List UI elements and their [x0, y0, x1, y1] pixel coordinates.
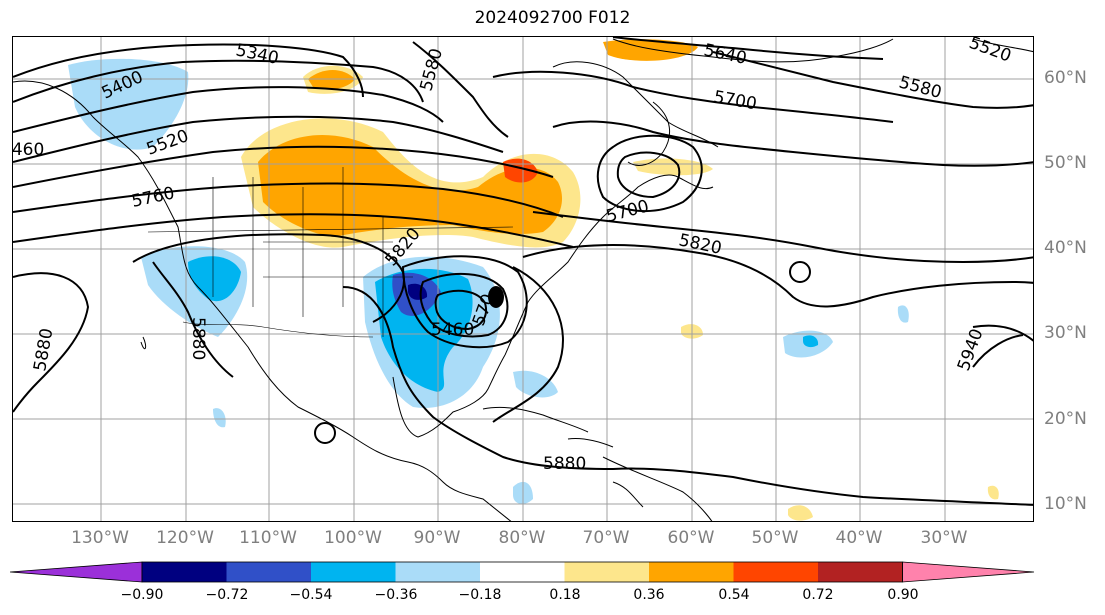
lon-label-100w: 100°W [324, 528, 382, 548]
low-center-marker [488, 286, 504, 308]
colorbar-tick-label: 0.18 [549, 587, 581, 603]
contour-label: 5580 [417, 46, 448, 93]
positive-anomaly-shading [241, 39, 999, 521]
map-title: 2024092700 F012 [474, 8, 631, 28]
contour-label: 5880 [543, 454, 586, 474]
contour-label: 5700 [712, 87, 758, 114]
colorbar-segment [733, 562, 819, 582]
colorbar-segment [226, 562, 312, 582]
colorbar-extend-high [902, 561, 1035, 583]
lat-label-60n: 60°N [1044, 68, 1087, 88]
contour-label: 5820 [677, 230, 723, 259]
colorbar-outline [141, 561, 903, 583]
colorbar-tick-label: −0.90 [120, 587, 164, 603]
lon-label-30w: 30°W [920, 528, 968, 548]
colorbar [10, 561, 1035, 583]
colorbar-tick-label: −0.18 [458, 587, 502, 603]
colorbar-extend-low [10, 561, 143, 583]
contour-label: 5460 [431, 320, 474, 340]
colorbar-segment [818, 562, 903, 582]
lon-label-110w: 110°W [239, 528, 297, 548]
colorbar-segment [564, 562, 650, 582]
colorbar-tick-label: 0.36 [633, 587, 665, 603]
contour-label: 5460 [13, 140, 44, 160]
lat-label-20n: 20°N [1044, 409, 1087, 429]
contour-label: 5520 [966, 37, 1013, 66]
colorbar-tick-label: −0.54 [289, 587, 333, 603]
lon-label-130w: 130°W [71, 528, 129, 548]
lon-label-50w: 50°W [751, 528, 799, 548]
lon-label-70w: 70°W [582, 528, 630, 548]
contour-label: 5760 [130, 183, 176, 212]
lat-label-10n: 10°N [1044, 494, 1087, 514]
colorbar-segment [311, 562, 396, 582]
colorbar-segment [395, 562, 481, 582]
colorbar-tick-label: 0.72 [802, 587, 834, 603]
lon-label-40w: 40°W [835, 528, 883, 548]
lat-label-40n: 40°N [1044, 238, 1087, 258]
colorbar-segment [480, 562, 565, 582]
map-panel: 5340 5400 5460 5520 5580 5640 5520 5580 … [12, 36, 1034, 522]
contour-label: 5640 [702, 40, 748, 69]
map-canvas: 5340 5400 5460 5520 5580 5640 5520 5580 … [13, 37, 1033, 521]
contour-label: 5340 [234, 40, 280, 69]
lon-label-60w: 60°W [667, 528, 715, 548]
colorbar-tick-label: 0.54 [718, 587, 750, 603]
lat-label-50n: 50°N [1044, 153, 1087, 173]
height-contours [13, 37, 1033, 506]
colorbar-tick-label: −0.36 [374, 587, 418, 603]
lon-label-120w: 120°W [156, 528, 214, 548]
lon-label-90w: 90°W [413, 528, 461, 548]
colorbar-tick-label: 0.90 [887, 587, 919, 603]
contour-label: 5940 [954, 326, 988, 373]
contour-label: 5880 [188, 317, 208, 360]
colorbar-segment [649, 562, 734, 582]
lat-label-30n: 30°N [1044, 323, 1087, 343]
colorbar-segment [142, 562, 227, 582]
negative-anomaly-shading [68, 58, 909, 504]
colorbar-tick-label: −0.72 [205, 587, 249, 603]
lon-label-80w: 80°W [498, 528, 546, 548]
coastlines [13, 38, 1033, 521]
